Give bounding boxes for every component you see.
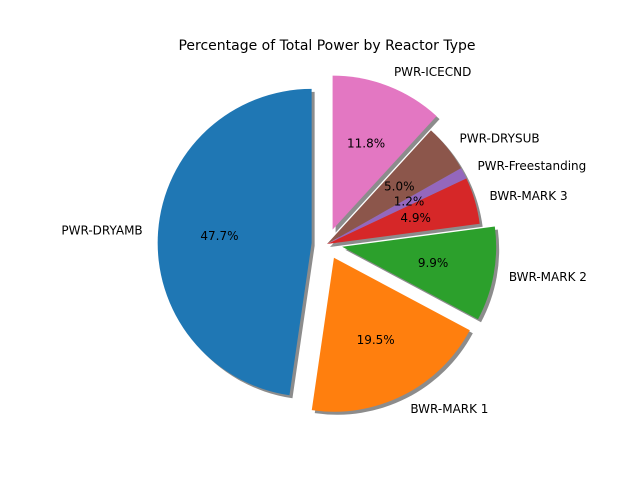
- slice-percent-pwr-freestanding: 1.2%: [394, 195, 425, 209]
- chart-title: Percentage of Total Power by Reactor Typ…: [178, 38, 475, 54]
- slice-bwr-mark-2: [342, 226, 497, 320]
- slice-pwr-dryamb: [157, 88, 312, 396]
- label-layer: PWR-DRYAMB 47.7% BWR-MARK 1 19.5% BWR-MARK 2…: [61, 65, 587, 416]
- slice-percent-pwr-drysub: 5.0%: [384, 179, 415, 193]
- slice-pwr-icecnd: [332, 75, 437, 230]
- slice-percent-bwr-mark-2: 9.9%: [418, 256, 449, 270]
- slice-layer: [157, 75, 497, 412]
- slice-label-pwr-freestanding: PWR-Freestanding: [477, 159, 586, 173]
- slice-label-pwr-icecnd: PWR-ICECND: [394, 65, 471, 79]
- slice-label-pwr-drysub: PWR-DRYSUB: [460, 132, 540, 146]
- slice-pwr-drysub: [327, 130, 462, 244]
- slice-bwr-mark-3: [327, 178, 480, 244]
- slice-label-bwr-mark-1: BWR-MARK 1: [410, 402, 488, 416]
- slice-percent-bwr-mark-1: 19.5%: [357, 333, 395, 347]
- slice-percent-pwr-dryamb: 47.7%: [200, 229, 238, 243]
- slice-label-bwr-mark-3: BWR-MARK 3: [490, 189, 568, 203]
- slice-bwr-mark-1: [311, 257, 470, 412]
- slice-percent-pwr-icecnd: 11.8%: [347, 137, 385, 151]
- slice-percent-bwr-mark-3: 4.9%: [400, 211, 431, 225]
- slice-label-bwr-mark-2: BWR-MARK 2: [509, 270, 587, 284]
- slice-label-pwr-dryamb: PWR-DRYAMB: [61, 224, 142, 238]
- slice-pwr-freestanding: [327, 168, 467, 244]
